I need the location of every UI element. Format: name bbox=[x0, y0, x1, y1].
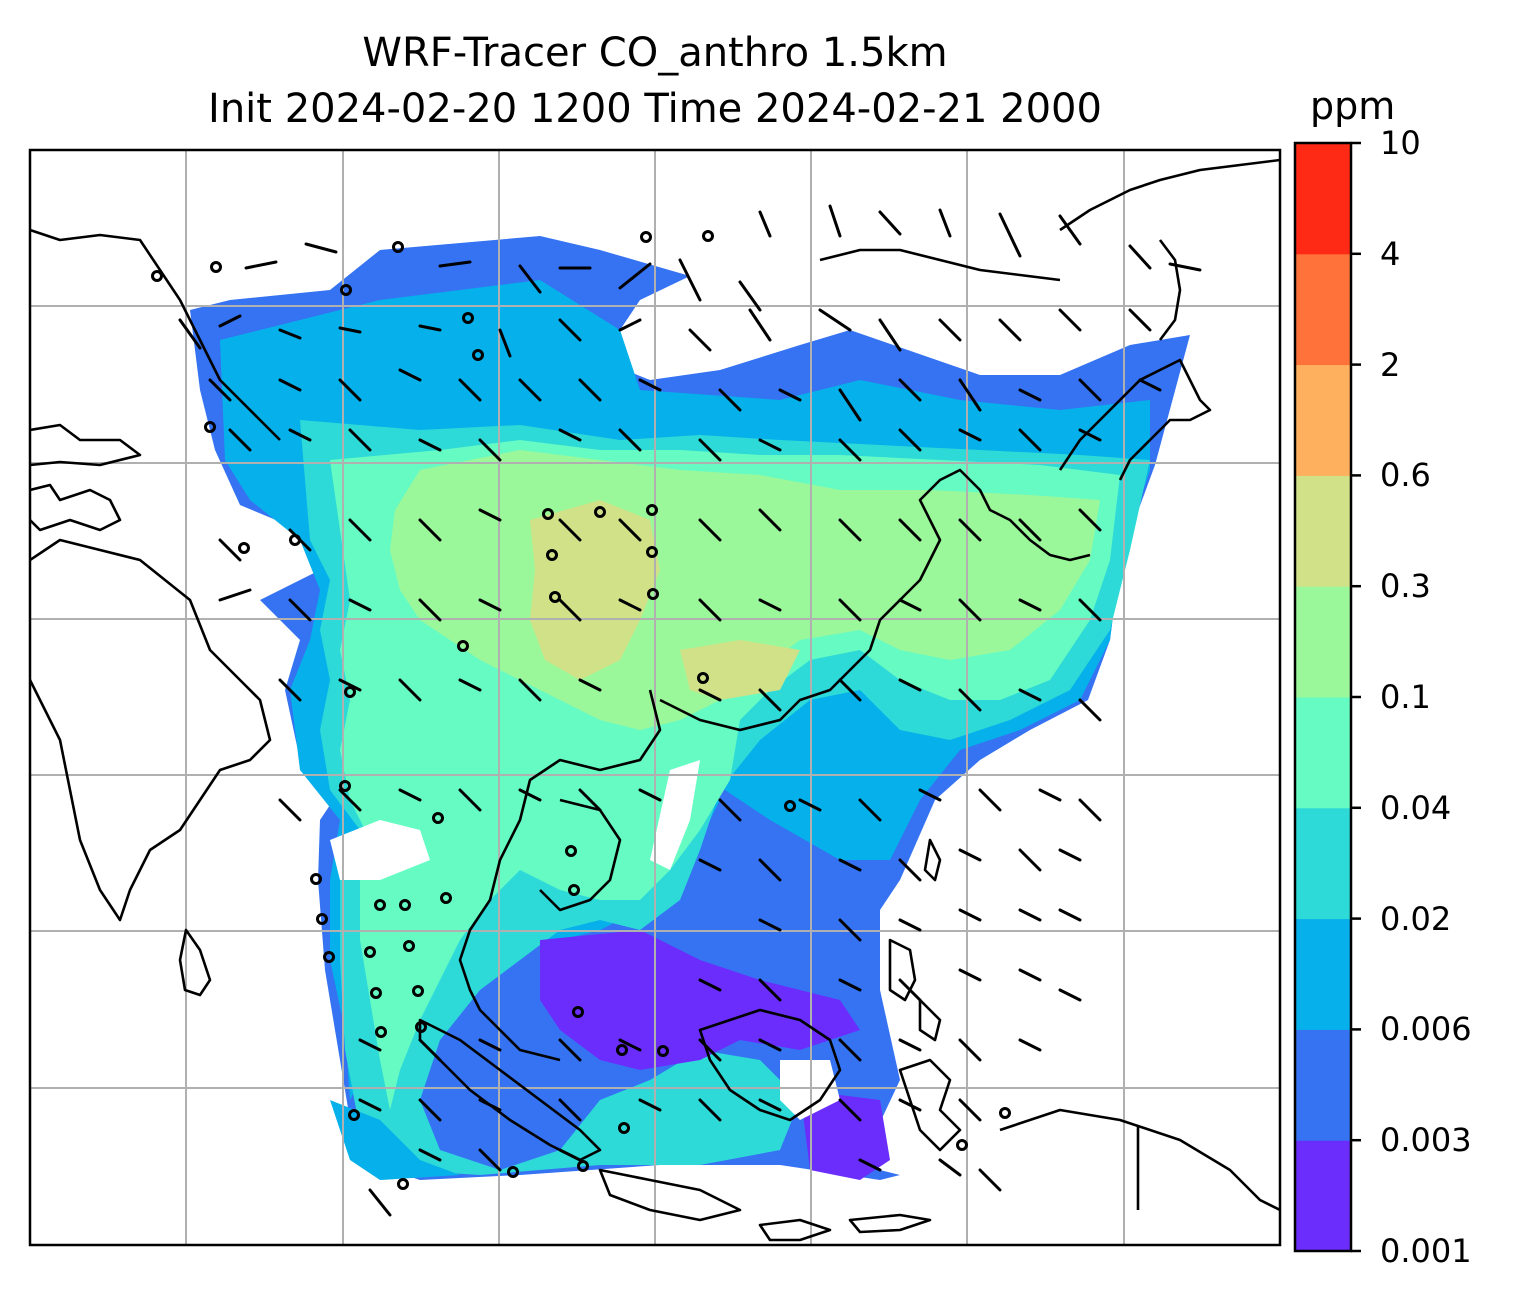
map-title-line-2: Init 2024-02-20 1200 Time 2024-02-21 200… bbox=[208, 86, 1102, 132]
colorbar-segment bbox=[1295, 918, 1351, 1030]
colorbar-segment bbox=[1295, 364, 1351, 476]
colorbar-segment bbox=[1295, 1140, 1351, 1252]
colorbar-segment bbox=[1295, 253, 1351, 366]
map-title-line-1: WRF-Tracer CO_anthro 1.5km bbox=[362, 30, 948, 76]
colorbar-unit-label: ppm bbox=[1310, 84, 1396, 128]
wind-barbs bbox=[178, 204, 1202, 1217]
calm-wind-markers bbox=[151, 230, 1011, 1190]
colorbar-tick-label: 10 bbox=[1380, 124, 1421, 162]
map-gridlines bbox=[30, 150, 1280, 1245]
colorbar-tick-label: 0.006 bbox=[1380, 1010, 1472, 1049]
colorbar-segment bbox=[1295, 697, 1351, 809]
colorbar-segment bbox=[1295, 1029, 1351, 1141]
colorbar-ticks bbox=[1351, 141, 1361, 1253]
colorbar-segment bbox=[1295, 586, 1351, 698]
map-frame bbox=[28, 148, 1282, 1247]
colorbar-tick-label: 0.02 bbox=[1380, 899, 1452, 938]
coastlines bbox=[30, 158, 1280, 1242]
colorbar-segment bbox=[1295, 143, 1351, 255]
colorbar-tick-label: 0.001 bbox=[1380, 1232, 1472, 1270]
colorbar-tick-label: 2 bbox=[1380, 345, 1401, 384]
colorbar-segment bbox=[1295, 807, 1351, 920]
colorbar-tick-label: 0.3 bbox=[1380, 567, 1431, 606]
colorbar-tick-label: 0.1 bbox=[1380, 678, 1431, 716]
colorbar-tick-label: 0.6 bbox=[1380, 456, 1431, 495]
colorbar-segment bbox=[1295, 475, 1351, 587]
colorbar-tick-label: 0.04 bbox=[1380, 788, 1452, 827]
colorbar-tick-label: 4 bbox=[1380, 234, 1401, 273]
colorbar-tick-label: 0.003 bbox=[1380, 1121, 1472, 1160]
colorbar bbox=[1295, 143, 1351, 1252]
